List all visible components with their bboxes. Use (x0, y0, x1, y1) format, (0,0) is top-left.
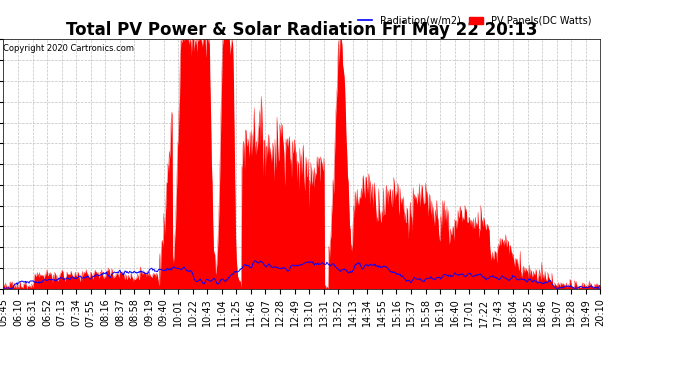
Legend: Radiation(w/m2), PV Panels(DC Watts): Radiation(w/m2), PV Panels(DC Watts) (354, 12, 595, 30)
Title: Total PV Power & Solar Radiation Fri May 22 20:13: Total PV Power & Solar Radiation Fri May… (66, 21, 538, 39)
Text: Copyright 2020 Cartronics.com: Copyright 2020 Cartronics.com (3, 44, 135, 52)
